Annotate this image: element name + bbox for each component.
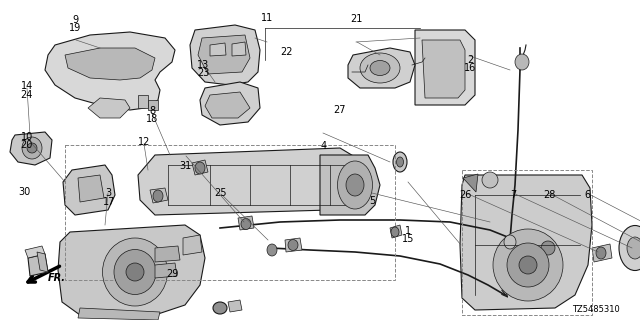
- Text: 21: 21: [350, 13, 363, 24]
- Text: 3: 3: [106, 188, 112, 198]
- Polygon shape: [232, 42, 246, 56]
- Polygon shape: [138, 95, 148, 108]
- Polygon shape: [390, 225, 402, 238]
- Ellipse shape: [541, 241, 555, 255]
- Polygon shape: [28, 254, 48, 276]
- Ellipse shape: [360, 53, 400, 83]
- Ellipse shape: [126, 263, 144, 281]
- Polygon shape: [148, 100, 158, 110]
- Text: 28: 28: [543, 189, 556, 200]
- Ellipse shape: [370, 60, 390, 76]
- Text: 31: 31: [179, 161, 192, 171]
- Ellipse shape: [27, 143, 37, 153]
- Ellipse shape: [337, 161, 372, 209]
- Ellipse shape: [267, 244, 277, 256]
- Polygon shape: [78, 308, 160, 320]
- Ellipse shape: [619, 226, 640, 270]
- Text: 27: 27: [333, 105, 346, 116]
- Polygon shape: [45, 32, 175, 110]
- Polygon shape: [37, 252, 48, 272]
- Text: 22: 22: [280, 47, 293, 57]
- Text: TZ5485310: TZ5485310: [572, 305, 620, 314]
- Polygon shape: [422, 40, 465, 98]
- Text: 20: 20: [20, 140, 33, 150]
- Text: 16: 16: [464, 63, 477, 74]
- Ellipse shape: [627, 237, 640, 259]
- Polygon shape: [460, 175, 592, 310]
- Bar: [462, 170, 592, 315]
- Text: 2: 2: [467, 55, 474, 65]
- Text: 19: 19: [69, 23, 82, 33]
- Text: 14: 14: [20, 81, 33, 92]
- Polygon shape: [210, 43, 226, 56]
- Polygon shape: [25, 246, 45, 258]
- Text: 10: 10: [20, 132, 33, 142]
- Ellipse shape: [397, 157, 403, 167]
- Ellipse shape: [596, 247, 606, 259]
- Polygon shape: [10, 132, 52, 165]
- Polygon shape: [65, 48, 155, 80]
- Text: 26: 26: [460, 189, 472, 200]
- Ellipse shape: [195, 162, 205, 174]
- Ellipse shape: [391, 227, 399, 237]
- Ellipse shape: [482, 172, 498, 188]
- Text: 12: 12: [138, 137, 150, 148]
- Bar: [65, 145, 395, 280]
- Ellipse shape: [213, 302, 227, 314]
- Text: 6: 6: [584, 189, 591, 200]
- Polygon shape: [592, 244, 612, 262]
- Text: 4: 4: [320, 140, 326, 151]
- Ellipse shape: [393, 152, 407, 172]
- Text: 8: 8: [149, 106, 156, 116]
- Polygon shape: [205, 92, 250, 118]
- Ellipse shape: [22, 137, 42, 159]
- Polygon shape: [348, 48, 415, 88]
- Polygon shape: [198, 35, 250, 74]
- Polygon shape: [88, 98, 130, 118]
- Polygon shape: [150, 188, 168, 203]
- Text: 13: 13: [197, 60, 210, 70]
- Ellipse shape: [241, 219, 251, 229]
- Ellipse shape: [504, 235, 516, 249]
- Polygon shape: [228, 300, 242, 312]
- Polygon shape: [155, 246, 180, 262]
- Text: 23: 23: [197, 68, 210, 78]
- Polygon shape: [78, 175, 104, 202]
- Text: 18: 18: [146, 114, 159, 124]
- Ellipse shape: [346, 174, 364, 196]
- Ellipse shape: [507, 243, 549, 287]
- Polygon shape: [190, 25, 260, 85]
- Text: 25: 25: [214, 188, 227, 198]
- Ellipse shape: [288, 239, 298, 251]
- Polygon shape: [138, 148, 365, 215]
- Text: 30: 30: [18, 187, 31, 197]
- Text: 15: 15: [402, 234, 415, 244]
- Polygon shape: [183, 235, 202, 255]
- Polygon shape: [58, 225, 205, 315]
- Text: 29: 29: [166, 268, 179, 279]
- Polygon shape: [320, 155, 380, 215]
- Ellipse shape: [515, 54, 529, 70]
- Polygon shape: [463, 174, 478, 192]
- Ellipse shape: [519, 256, 537, 274]
- Text: 5: 5: [369, 196, 376, 206]
- Ellipse shape: [493, 229, 563, 301]
- Text: 7: 7: [510, 189, 516, 200]
- Polygon shape: [200, 82, 260, 125]
- Polygon shape: [155, 263, 177, 278]
- Text: 24: 24: [20, 90, 33, 100]
- Polygon shape: [63, 165, 115, 215]
- Polygon shape: [238, 216, 254, 230]
- Text: 11: 11: [260, 13, 273, 23]
- Polygon shape: [285, 238, 302, 252]
- Ellipse shape: [102, 238, 168, 306]
- Text: 17: 17: [102, 196, 115, 207]
- Text: 1: 1: [405, 226, 412, 236]
- Text: 9: 9: [72, 15, 79, 25]
- Polygon shape: [192, 160, 208, 175]
- Polygon shape: [415, 30, 475, 105]
- Text: FR.: FR.: [48, 273, 66, 283]
- Ellipse shape: [114, 250, 156, 294]
- Ellipse shape: [153, 190, 163, 202]
